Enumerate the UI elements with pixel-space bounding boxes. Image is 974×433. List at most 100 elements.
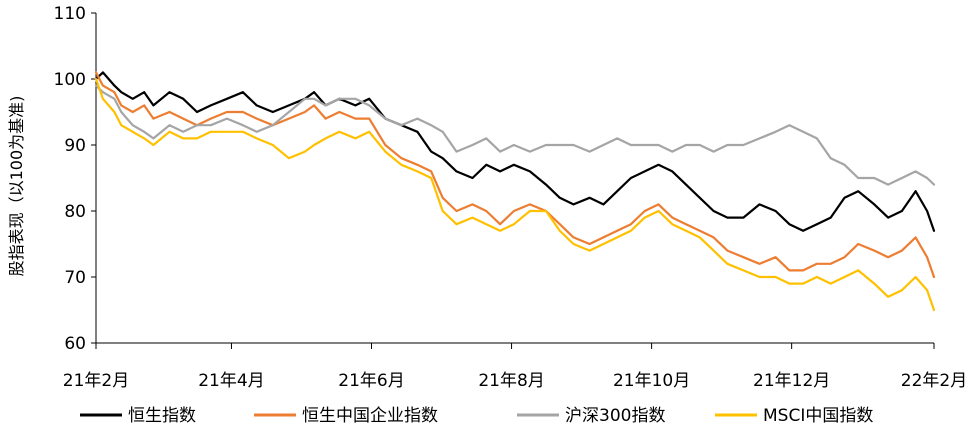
data-point: [712, 249, 715, 252]
x-tick-label: 22年2月: [901, 371, 967, 391]
data-point: [485, 163, 488, 166]
data-point: [209, 117, 212, 120]
data-point: [182, 117, 185, 120]
data-point: [843, 276, 846, 278]
data-point: [758, 276, 761, 278]
data-point: [368, 97, 371, 100]
data-point: [102, 84, 104, 87]
data-point: [901, 249, 903, 252]
data-point: [95, 71, 97, 74]
data-point: [726, 144, 729, 146]
data-point: [313, 104, 315, 107]
data-point: [758, 137, 761, 140]
data-point: [685, 229, 687, 232]
data-point: [630, 223, 632, 226]
data-point: [313, 144, 315, 146]
data-point: [471, 177, 474, 179]
data-point: [384, 144, 387, 146]
y-tick-label: 80: [64, 202, 86, 222]
data-point: [226, 130, 228, 133]
data-point: [657, 163, 660, 166]
data-point: [120, 111, 123, 113]
data-point: [485, 137, 488, 140]
data-point: [271, 111, 274, 113]
y-tick-label: 110: [54, 4, 86, 24]
data-point: [430, 124, 433, 127]
data-point: [901, 177, 903, 179]
data-point: [242, 111, 244, 113]
data-point: [513, 210, 515, 212]
data-point: [102, 91, 104, 94]
data-point: [887, 295, 889, 298]
y-tick-label: 100: [54, 70, 86, 90]
data-point: [416, 130, 419, 133]
plot-axes: 60 70 80 90 100 110 21年2月 21年4月 21年6月 21年8月 21年10月…: [7, 4, 967, 391]
legend-item: 恒生指数: [80, 406, 196, 426]
y-tick-label: 90: [64, 136, 86, 156]
data-point: [313, 97, 315, 100]
data-point: [255, 130, 258, 133]
data-point: [430, 150, 433, 153]
data-point: [113, 111, 116, 113]
legend-item: 恒生中国企业指数: [254, 406, 438, 426]
data-point: [873, 249, 876, 252]
data-point: [616, 190, 619, 193]
data-point: [471, 203, 474, 206]
data-point: [671, 150, 674, 153]
data-point: [698, 229, 701, 232]
data-point: [630, 177, 632, 179]
data-point: [873, 282, 876, 285]
y-axis-title: 股指表现（以100为基准): [7, 96, 26, 277]
data-point: [143, 104, 146, 107]
data-point: [226, 97, 228, 100]
data-point: [643, 216, 646, 219]
data-point: [368, 104, 371, 107]
data-point: [802, 269, 804, 272]
series-4: [94, 77, 936, 312]
data-point: [712, 236, 715, 239]
data-point: [843, 163, 846, 166]
data-point: [499, 150, 501, 153]
data-point: [120, 91, 123, 94]
data-point: [209, 130, 212, 133]
data-point: [671, 223, 674, 226]
data-point: [843, 256, 846, 259]
data-point: [742, 216, 745, 219]
data-point: [384, 117, 387, 120]
data-point: [529, 210, 531, 212]
data-point: [816, 223, 818, 226]
data-point: [102, 71, 104, 74]
data-point: [324, 137, 327, 140]
data-point: [430, 177, 433, 179]
data-point: [242, 124, 244, 127]
data-point: [829, 282, 832, 285]
data-point: [802, 229, 804, 232]
data-point: [95, 84, 97, 87]
data-point: [802, 282, 804, 285]
data-point: [572, 243, 575, 245]
data-point: [829, 216, 832, 219]
data-point: [485, 223, 488, 226]
data-point: [338, 130, 341, 133]
data-point: [933, 229, 935, 232]
data-point: [313, 91, 315, 94]
data-point: [558, 223, 561, 226]
data-point: [926, 177, 928, 179]
data-point: [843, 196, 846, 199]
data-point: [857, 177, 860, 179]
data-point: [455, 170, 458, 173]
data-point: [513, 144, 515, 146]
data-point: [209, 104, 212, 107]
x-tick-label: 21年10月: [613, 371, 690, 391]
data-point: [196, 124, 198, 127]
data-point: [572, 203, 575, 206]
data-point: [455, 150, 458, 153]
data-point: [742, 256, 745, 259]
data-point: [182, 97, 185, 100]
data-point: [354, 117, 357, 120]
series-line: [94, 84, 936, 186]
data-point: [168, 91, 171, 94]
data-point: [368, 130, 371, 133]
data-point: [471, 216, 474, 219]
